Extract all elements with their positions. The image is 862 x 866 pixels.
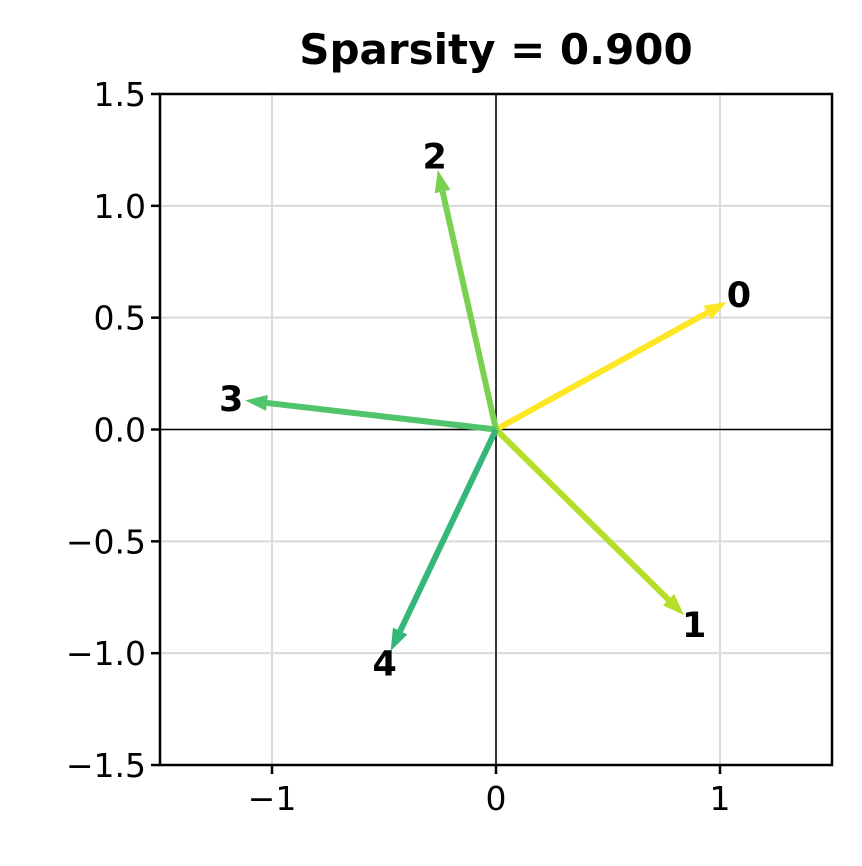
vector-label-1: 1 bbox=[682, 606, 706, 646]
y-tick-label: 0.5 bbox=[94, 299, 146, 338]
vector-head bbox=[245, 395, 268, 411]
vector-label-0: 0 bbox=[727, 276, 751, 316]
x-tick-label: 1 bbox=[710, 779, 731, 818]
vector-head bbox=[434, 170, 451, 194]
x-tick-label: 0 bbox=[486, 779, 507, 818]
vector-shaft bbox=[397, 428, 499, 633]
vector-head bbox=[703, 302, 727, 320]
y-tick-label: −1.0 bbox=[66, 634, 146, 673]
vector-arrow-1 bbox=[493, 427, 685, 616]
vector-shaft bbox=[439, 190, 499, 431]
x-tick-label: −1 bbox=[248, 779, 297, 818]
vector-label-4: 4 bbox=[373, 645, 397, 685]
vector-shaft bbox=[266, 399, 497, 433]
y-tick-label: −1.5 bbox=[66, 746, 146, 785]
vector-labels: 0 1 2 3 4 bbox=[219, 137, 751, 684]
y-tick-label: 1.5 bbox=[94, 75, 146, 114]
vector-arrow-2 bbox=[434, 170, 499, 431]
vector-arrow-4 bbox=[390, 428, 499, 651]
vector-arrow-3 bbox=[245, 395, 497, 433]
vector-shaft bbox=[494, 310, 709, 433]
vector-label-2: 2 bbox=[423, 137, 447, 177]
vector-shaft bbox=[493, 427, 671, 602]
vector-head bbox=[390, 627, 408, 651]
vectors bbox=[245, 170, 727, 651]
y-tick-label: −0.5 bbox=[66, 522, 146, 561]
ticks: −1 0 1 −1.5 −1.0 −0.5 0.0 0.5 1.0 1.5 bbox=[66, 75, 731, 818]
chart-title: Sparsity = 0.900 bbox=[299, 25, 693, 74]
vector-label-3: 3 bbox=[219, 380, 243, 420]
y-tick-label: 1.0 bbox=[94, 187, 146, 226]
y-tick-label: 0.0 bbox=[94, 411, 146, 450]
vector-arrow-0 bbox=[494, 302, 727, 433]
vector-head bbox=[662, 593, 685, 616]
